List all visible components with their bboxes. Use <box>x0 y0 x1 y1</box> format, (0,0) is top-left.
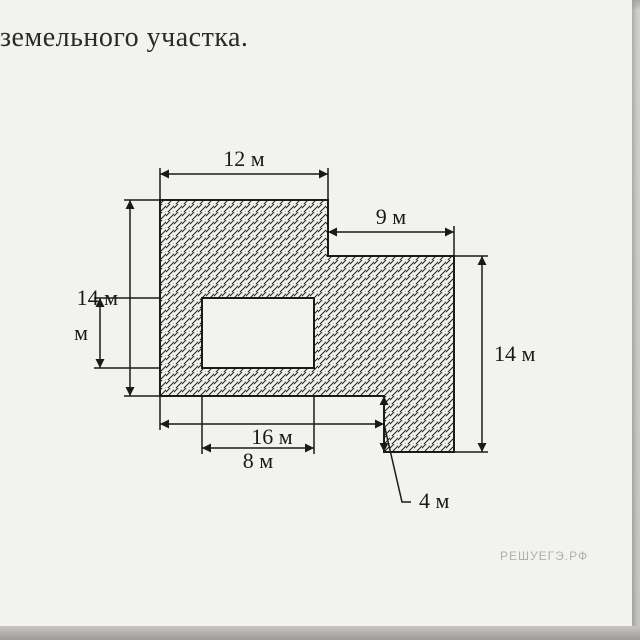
arrowhead-icon <box>478 443 487 452</box>
device-bezel-bottom <box>0 626 640 640</box>
arrowhead-icon <box>319 170 328 179</box>
arrowhead-icon <box>126 387 135 396</box>
dimension-label: 4 м <box>419 488 450 513</box>
arrowhead-icon <box>202 444 211 453</box>
plot-shape <box>160 200 454 452</box>
dimension-label: 5 м <box>70 320 88 345</box>
arrowhead-icon <box>126 200 135 209</box>
dimension-label: 12 м <box>223 146 265 171</box>
arrowhead-icon <box>328 228 337 237</box>
dimension-label: 14 м <box>494 341 536 366</box>
land-plot-figure: 12 м9 м14 м5 м14 м16 м8 м4 м РЕШУЕГЭ.РФ <box>70 140 610 580</box>
arrowhead-icon <box>445 228 454 237</box>
arrowhead-icon <box>96 359 105 368</box>
page: земельного участка. 12 м9 м14 м5 м14 м16… <box>0 0 632 628</box>
dimension-label: 9 м <box>376 204 407 229</box>
screen: земельного участка. 12 м9 м14 м5 м14 м16… <box>0 0 640 640</box>
arrowhead-icon <box>478 256 487 265</box>
dimension-label: 8 м <box>243 448 274 473</box>
arrowhead-icon <box>305 444 314 453</box>
watermark: РЕШУЕГЭ.РФ <box>500 549 588 563</box>
title-fragment: земельного участка. <box>0 22 248 54</box>
arrowhead-icon <box>160 420 169 429</box>
arrowhead-icon <box>375 420 384 429</box>
arrowhead-icon <box>160 170 169 179</box>
dimension-label: 16 м <box>251 424 293 449</box>
